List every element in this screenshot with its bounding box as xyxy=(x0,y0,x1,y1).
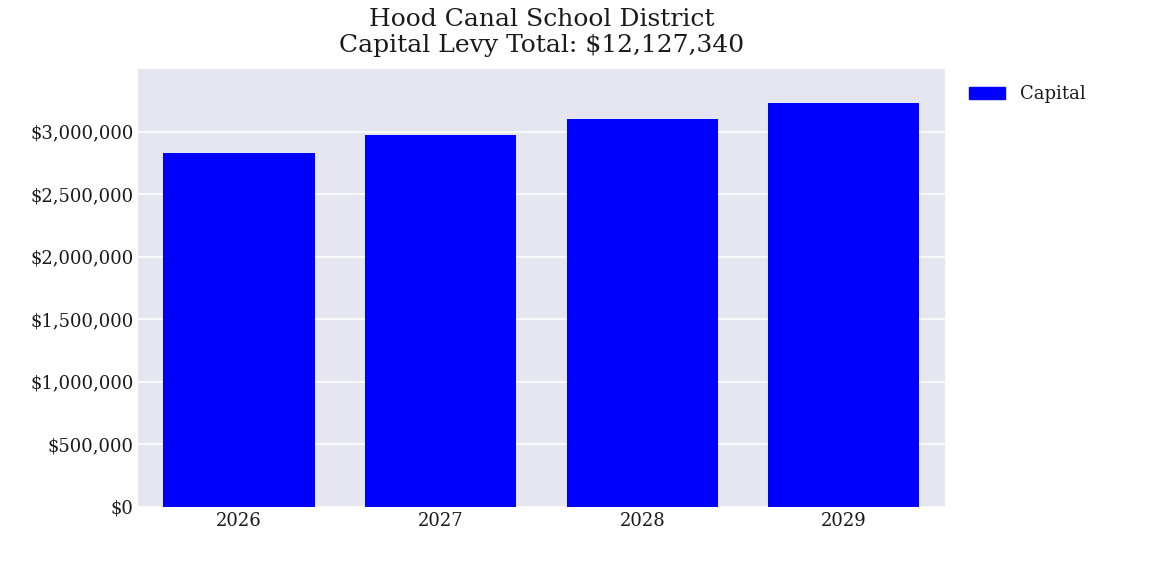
Bar xyxy=(768,103,919,507)
Title: Hood Canal School District
Capital Levy Total: $12,127,340: Hood Canal School District Capital Levy … xyxy=(339,8,744,58)
Bar xyxy=(567,119,718,507)
Bar xyxy=(164,153,314,507)
Legend: Capital: Capital xyxy=(962,78,1092,111)
Bar xyxy=(365,135,516,507)
